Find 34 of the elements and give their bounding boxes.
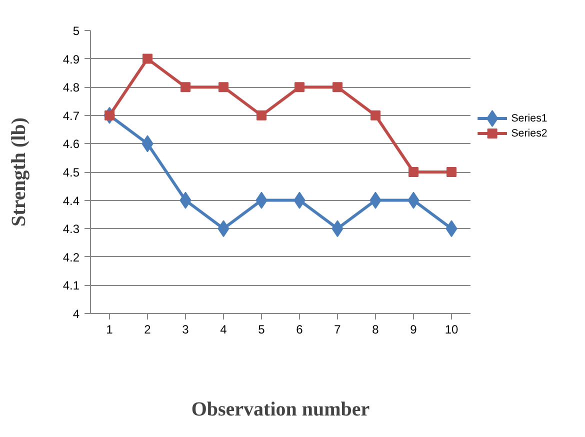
x-tick-label: 5 (258, 322, 266, 336)
y-tick-label: 4.9 (62, 52, 80, 66)
x-tick-label: 8 (372, 322, 380, 336)
y-tick-label: 4.8 (62, 80, 80, 95)
y-tick-label: 5 (72, 24, 80, 38)
x-tick-label: 6 (296, 322, 304, 336)
x-tick-label: 4 (220, 322, 228, 336)
point (446, 167, 456, 177)
y-tick-label: 4.4 (62, 194, 80, 208)
x-tick-label: 1 (106, 322, 114, 336)
point (256, 110, 266, 120)
y-tick-label: 4.5 (62, 166, 80, 180)
point (218, 82, 228, 92)
y-tick-label: 4.2 (62, 250, 80, 264)
point (370, 110, 380, 120)
y-tick-label: 4 (72, 307, 80, 321)
point (142, 54, 152, 64)
y-tick-label: 4.1 (62, 278, 80, 293)
point (180, 82, 190, 92)
y-tick-label: 4.3 (62, 222, 80, 236)
x-tick-label: 3 (182, 322, 190, 336)
x-tick-label: 9 (410, 322, 418, 336)
x-tick-label: 7 (334, 322, 342, 336)
point (294, 82, 304, 92)
legend-label: Series2 (511, 128, 548, 140)
x-tick-label: 10 (444, 322, 458, 336)
x-axis-title: Observation number (191, 398, 370, 420)
point (332, 82, 342, 92)
y-tick-label: 4.7 (62, 108, 80, 123)
y-tick-label: 4.6 (62, 137, 80, 152)
legend-label: Series1 (511, 112, 548, 124)
point (408, 167, 418, 177)
y-axis-title: Strength (lb) (8, 117, 30, 227)
x-tick-label: 2 (144, 322, 152, 336)
